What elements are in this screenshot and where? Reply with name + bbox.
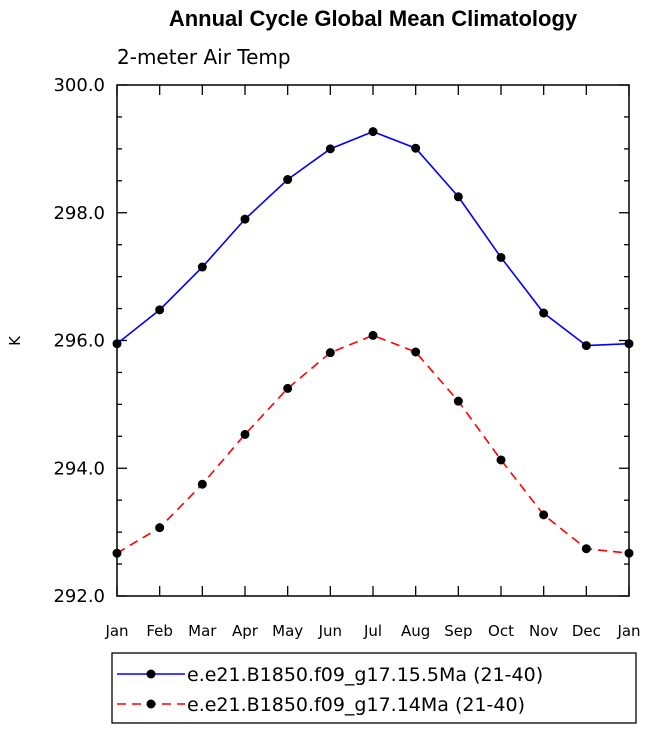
data-point	[240, 214, 250, 224]
data-point	[539, 308, 549, 318]
data-point	[240, 429, 250, 439]
data-point	[325, 348, 335, 358]
data-point	[581, 544, 591, 554]
data-point	[453, 396, 463, 406]
series-layer	[112, 127, 634, 558]
data-point	[197, 479, 207, 489]
x-tick-label: Jan	[616, 622, 640, 640]
x-tick-label: Jul	[363, 622, 382, 640]
data-point	[325, 144, 335, 154]
data-point	[453, 192, 463, 202]
data-point	[581, 341, 591, 351]
x-tick-label: Dec	[572, 622, 601, 640]
axis-ticks	[116, 84, 630, 597]
x-tick-label: Sep	[444, 622, 472, 640]
data-point	[368, 127, 378, 137]
plot-frame	[116, 84, 630, 597]
x-tick-label: May	[272, 622, 303, 640]
x-tick-label: Aug	[401, 622, 430, 640]
legend-box	[111, 652, 637, 724]
x-tick-label: Jan	[104, 622, 128, 640]
data-point	[411, 347, 421, 357]
legend: e.e21.B1850.f09_g17.15.5Ma (21-40) e.e21.…	[111, 652, 637, 724]
series-line-1	[116, 130, 630, 347]
x-tick-label: Feb	[146, 622, 173, 640]
x-tick-label: Jun	[318, 622, 342, 640]
data-point	[539, 510, 549, 520]
legend-label-2: e.e21.B1850.f09_g17.14Ma (21-40)	[187, 694, 525, 716]
data-point	[155, 523, 165, 533]
y-tick-label: 300.0	[53, 75, 105, 96]
legend-marker-1	[146, 669, 156, 679]
data-point	[155, 305, 165, 315]
data-point	[411, 143, 421, 153]
data-point	[496, 252, 506, 262]
legend-marker-2	[146, 699, 156, 709]
series-line-2	[116, 334, 630, 554]
chart-title: Annual Cycle Global Mean Climatology	[169, 6, 578, 31]
y-tick-label: 294.0	[53, 458, 105, 479]
y-tick-label: 296.0	[53, 331, 105, 352]
legend-label-1: e.e21.B1850.f09_g17.15.5Ma (21-40)	[187, 664, 543, 686]
x-tick-label: Nov	[529, 622, 558, 640]
y-tick-label: 298.0	[53, 203, 105, 224]
data-point	[368, 330, 378, 340]
y-tick-label: 292.0	[53, 586, 105, 607]
x-tick-label: Apr	[232, 622, 259, 640]
data-point	[283, 175, 293, 185]
x-tick-label: Mar	[188, 622, 217, 640]
data-point	[496, 455, 506, 465]
x-tick-label: Oct	[488, 622, 514, 640]
data-point	[197, 262, 207, 272]
data-point	[283, 383, 293, 393]
chart-subtitle: 2-meter Air Temp	[117, 45, 291, 69]
y-axis-label: K	[6, 335, 24, 346]
tick-labels: Jan Feb Mar Apr May Jun Jul Aug Sep Oct Nov Dec Jan 2…	[53, 75, 640, 640]
